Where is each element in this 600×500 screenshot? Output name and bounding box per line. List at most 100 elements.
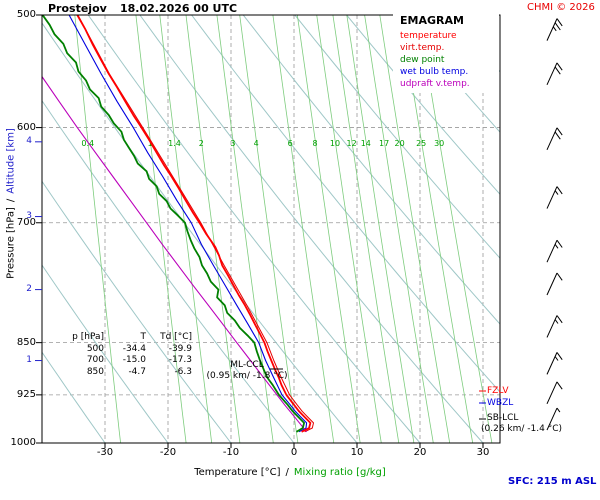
dry-adiabat-line	[87, 15, 421, 443]
temp-tick-label: 20	[413, 447, 427, 458]
ml-ccl-label: ML-CCL	[230, 360, 264, 370]
curve-virt-temp	[77, 15, 314, 433]
sounding-datetime: 18.02.2026 00 UTC	[120, 2, 238, 15]
temp-tick-label: 0	[290, 447, 298, 458]
legend-item-virt-temp: virt.temp.	[400, 43, 445, 53]
mixing-ratio-line	[216, 15, 274, 443]
dry-adiabat-line	[139, 15, 484, 443]
table-cell-temperature: -34.4	[122, 343, 146, 354]
ml-ccl-annotation: ML-CCL (0.95 km/ -1.8 °C)	[199, 360, 295, 382]
mixing-ratio-line	[418, 15, 493, 443]
table-cell-dewpoint: -6.3	[174, 366, 192, 377]
wind-barb	[546, 186, 563, 209]
mixing-ratio-label: 8	[313, 139, 318, 148]
mixing-ratio-label: 3	[230, 139, 235, 148]
dry-adiabat-line	[397, 15, 500, 133]
fzlv-label: FZLV	[487, 386, 509, 396]
sounding-table: p [hPa] T Td [°C] 500 -34.4 -39.9 700 -1…	[66, 332, 192, 378]
wind-barb	[546, 381, 563, 405]
wind-barb	[546, 407, 561, 431]
dry-adiabat-line	[42, 99, 295, 443]
axis-separator: /	[285, 467, 289, 478]
mixing-ratio-line	[159, 15, 213, 443]
col-header-temperature: T	[140, 332, 147, 342]
dry-adiabat-line	[502, 15, 600, 443]
table-cell-pressure: 500	[86, 343, 104, 354]
mixing-ratio-label: 12	[347, 139, 357, 148]
mixing-ratio-label: 1	[148, 139, 153, 148]
legend-item-updraft: udpraft v.temp.	[400, 79, 470, 89]
sb-lcl-label: SB-LCL	[487, 413, 519, 423]
dry-adiabat-line	[294, 15, 500, 259]
altitude-tick-label: 2	[26, 283, 32, 294]
mixing-ratio-label: 10	[330, 139, 340, 148]
wbzl-label: WBZL	[487, 398, 514, 408]
mixing-ratio-line	[74, 15, 121, 443]
table-cell-pressure: 700	[86, 355, 104, 365]
mixing-ratio-line	[332, 15, 400, 443]
table-cell-dewpoint: -17.3	[168, 355, 192, 365]
temp-tick-label: -30	[96, 447, 114, 458]
table-cell-dewpoint: -39.9	[168, 343, 192, 354]
wind-barb	[546, 127, 563, 151]
sfc-elevation-label: SFC: 215 m ASL	[508, 476, 597, 487]
temp-tick-label: 30	[476, 447, 490, 458]
mixing-ratio-line	[364, 15, 434, 443]
legend: EMAGRAM temperature virt.temp. dew point…	[393, 13, 499, 93]
wind-barb	[546, 272, 563, 296]
wind-barb	[546, 62, 563, 86]
pressure-tick-label: 700	[16, 216, 36, 228]
table-row: 700 -15.0 -17.3	[66, 355, 192, 367]
curve-dew-point	[42, 15, 305, 433]
wind-barb	[546, 315, 563, 338]
mixing-ratio-label: 20	[395, 139, 405, 148]
dry-adiabat-line	[42, 351, 106, 443]
dry-adiabat-line	[242, 15, 500, 325]
x-axis-title: Temperature [°C] / Mixing ratio [g/kg]	[140, 467, 440, 478]
grid-layer	[42, 15, 600, 443]
pressure-tick-label: 1000	[10, 437, 36, 448]
plot-border	[41, 14, 501, 444]
mixing-ratio-line	[400, 15, 474, 443]
temp-tick-label: 10	[350, 447, 364, 458]
legend-item-temperature: temperature	[400, 31, 457, 41]
table-row: 850 -4.7 -6.3	[66, 367, 192, 379]
mixing-ratio-line	[135, 15, 187, 443]
mixing-ratio-label: 2	[199, 139, 204, 148]
mixing-ratio-line	[296, 15, 361, 443]
temp-tick-label: -20	[159, 447, 177, 458]
legend-title: EMAGRAM	[400, 14, 464, 27]
mixing-ratio-line	[346, 15, 415, 443]
ml-ccl-values: (0.95 km/ -1.8 °C)	[206, 371, 288, 381]
curve-updraft-virt-temp	[42, 75, 308, 433]
table-cell-pressure: 850	[86, 366, 104, 377]
wind-barb	[546, 18, 563, 41]
table-row: 500 -34.4 -39.9	[66, 344, 192, 356]
curve-temperature	[76, 15, 312, 433]
copyright-label: CHMI © 2026	[527, 2, 595, 13]
x-axis-mixing-label: Mixing ratio [g/kg]	[293, 467, 386, 478]
sb-lcl-annotation: SB-LCL (0.26 km/ -1.4 °C)	[481, 413, 581, 435]
table-header-row: p [hPa] T Td [°C]	[66, 332, 192, 344]
sb-lcl-values: (0.26 km/ -1.4 °C)	[481, 424, 562, 434]
pressure-tick-label: 850	[16, 336, 36, 348]
altitude-tick-label: 1	[26, 354, 32, 365]
mixing-ratio-label: 25	[416, 139, 426, 148]
temp-tick-label: -10	[222, 447, 240, 458]
mixing-ratio-line	[379, 15, 451, 443]
mixing-ratio-label: 17	[379, 139, 389, 148]
mixing-ratio-label: 6	[288, 139, 293, 148]
mixing-ratio-line	[272, 15, 335, 443]
dry-adiabat-line	[42, 22, 358, 443]
axis-separator: /	[5, 198, 17, 203]
pressure-tick-label: 600	[16, 121, 36, 133]
table-cell-temperature: -15.0	[122, 355, 146, 365]
dry-adiabat-line	[191, 15, 500, 393]
col-header-pressure: p [hPa]	[72, 332, 104, 342]
altitude-tick-label: 3	[26, 210, 32, 221]
pressure-tick-label: 500	[16, 9, 36, 20]
wind-barb	[546, 239, 563, 263]
dry-adiabat-line	[42, 180, 232, 443]
y-axis-pressure-label: Pressure [hPa]	[5, 207, 17, 279]
